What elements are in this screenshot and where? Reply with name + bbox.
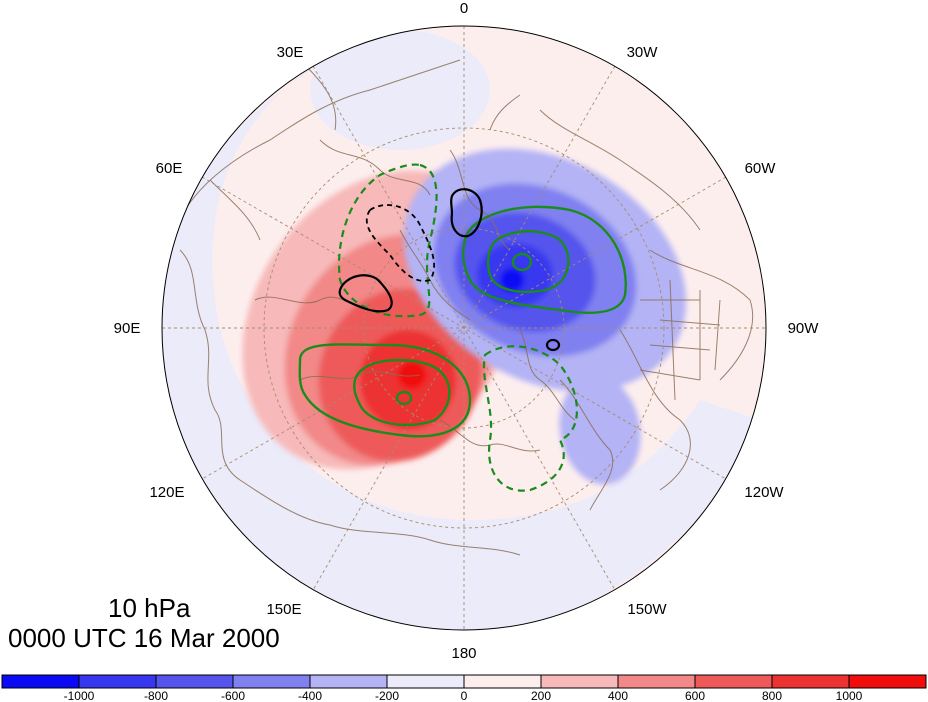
colorbar-tick-label: 200 xyxy=(531,689,551,702)
map-boundary xyxy=(161,25,767,631)
colorbar-tick-label: -400 xyxy=(298,689,322,702)
colorbar-segment xyxy=(1,674,80,689)
lon-label-0: 0 xyxy=(460,0,468,17)
lon-label-90e: 90E xyxy=(114,320,141,337)
colorbar-tick-label: -600 xyxy=(221,689,245,702)
contours-black xyxy=(338,188,561,352)
colorbar-segment xyxy=(617,674,696,689)
colorbar-tick-label: -800 xyxy=(144,689,168,702)
lon-label-120w: 120W xyxy=(744,484,784,501)
faint-negative-region xyxy=(162,30,760,630)
contours-green-solid xyxy=(298,205,627,438)
colorbar-segment xyxy=(232,674,311,689)
lon-label-120e: 120E xyxy=(149,484,184,501)
colorbar-tick-label: -1000 xyxy=(64,689,95,702)
title-level: 10 hPa xyxy=(108,593,191,623)
lon-label-180: 180 xyxy=(451,645,476,662)
colorbar-segment xyxy=(309,674,388,689)
lon-label-90w: 90W xyxy=(788,320,820,337)
lon-label-60e: 60E xyxy=(156,160,183,177)
colorbar-segment xyxy=(386,674,465,689)
colorbar: -1000 -800 -600 -400 -200 0 200 400 600 800 1000 xyxy=(1,674,927,702)
title-time: 0000 UTC 16 Mar 2000 xyxy=(8,623,280,653)
lon-label-150w: 150W xyxy=(627,601,667,618)
colorbar-segment xyxy=(78,674,157,689)
colorbar-segment xyxy=(694,674,773,689)
colorbar-segment xyxy=(848,674,927,689)
colorbar-tick-label: 600 xyxy=(685,689,705,702)
lon-label-150e: 150E xyxy=(266,601,301,618)
colorbar-segment xyxy=(463,674,542,689)
colorbar-tick-label: 800 xyxy=(762,689,782,702)
lon-label-30w: 30W xyxy=(627,44,659,61)
contour-black-dashed xyxy=(365,204,435,282)
faint-negative-top xyxy=(310,30,490,150)
colorbar-tick-label: 1000 xyxy=(836,689,863,702)
lon-label-30e: 30E xyxy=(277,44,304,61)
colorbar-tick-label: 0 xyxy=(461,689,468,702)
graticule xyxy=(162,26,766,630)
colorbar-segment xyxy=(540,674,619,689)
colorbar-tick-label: -200 xyxy=(375,689,399,702)
lon-label-60w: 60W xyxy=(745,160,777,177)
colorbar-segment xyxy=(155,674,234,689)
map-disk xyxy=(162,26,766,630)
colorbar-segment xyxy=(771,674,850,689)
colorbar-tick-label: 400 xyxy=(608,689,628,702)
